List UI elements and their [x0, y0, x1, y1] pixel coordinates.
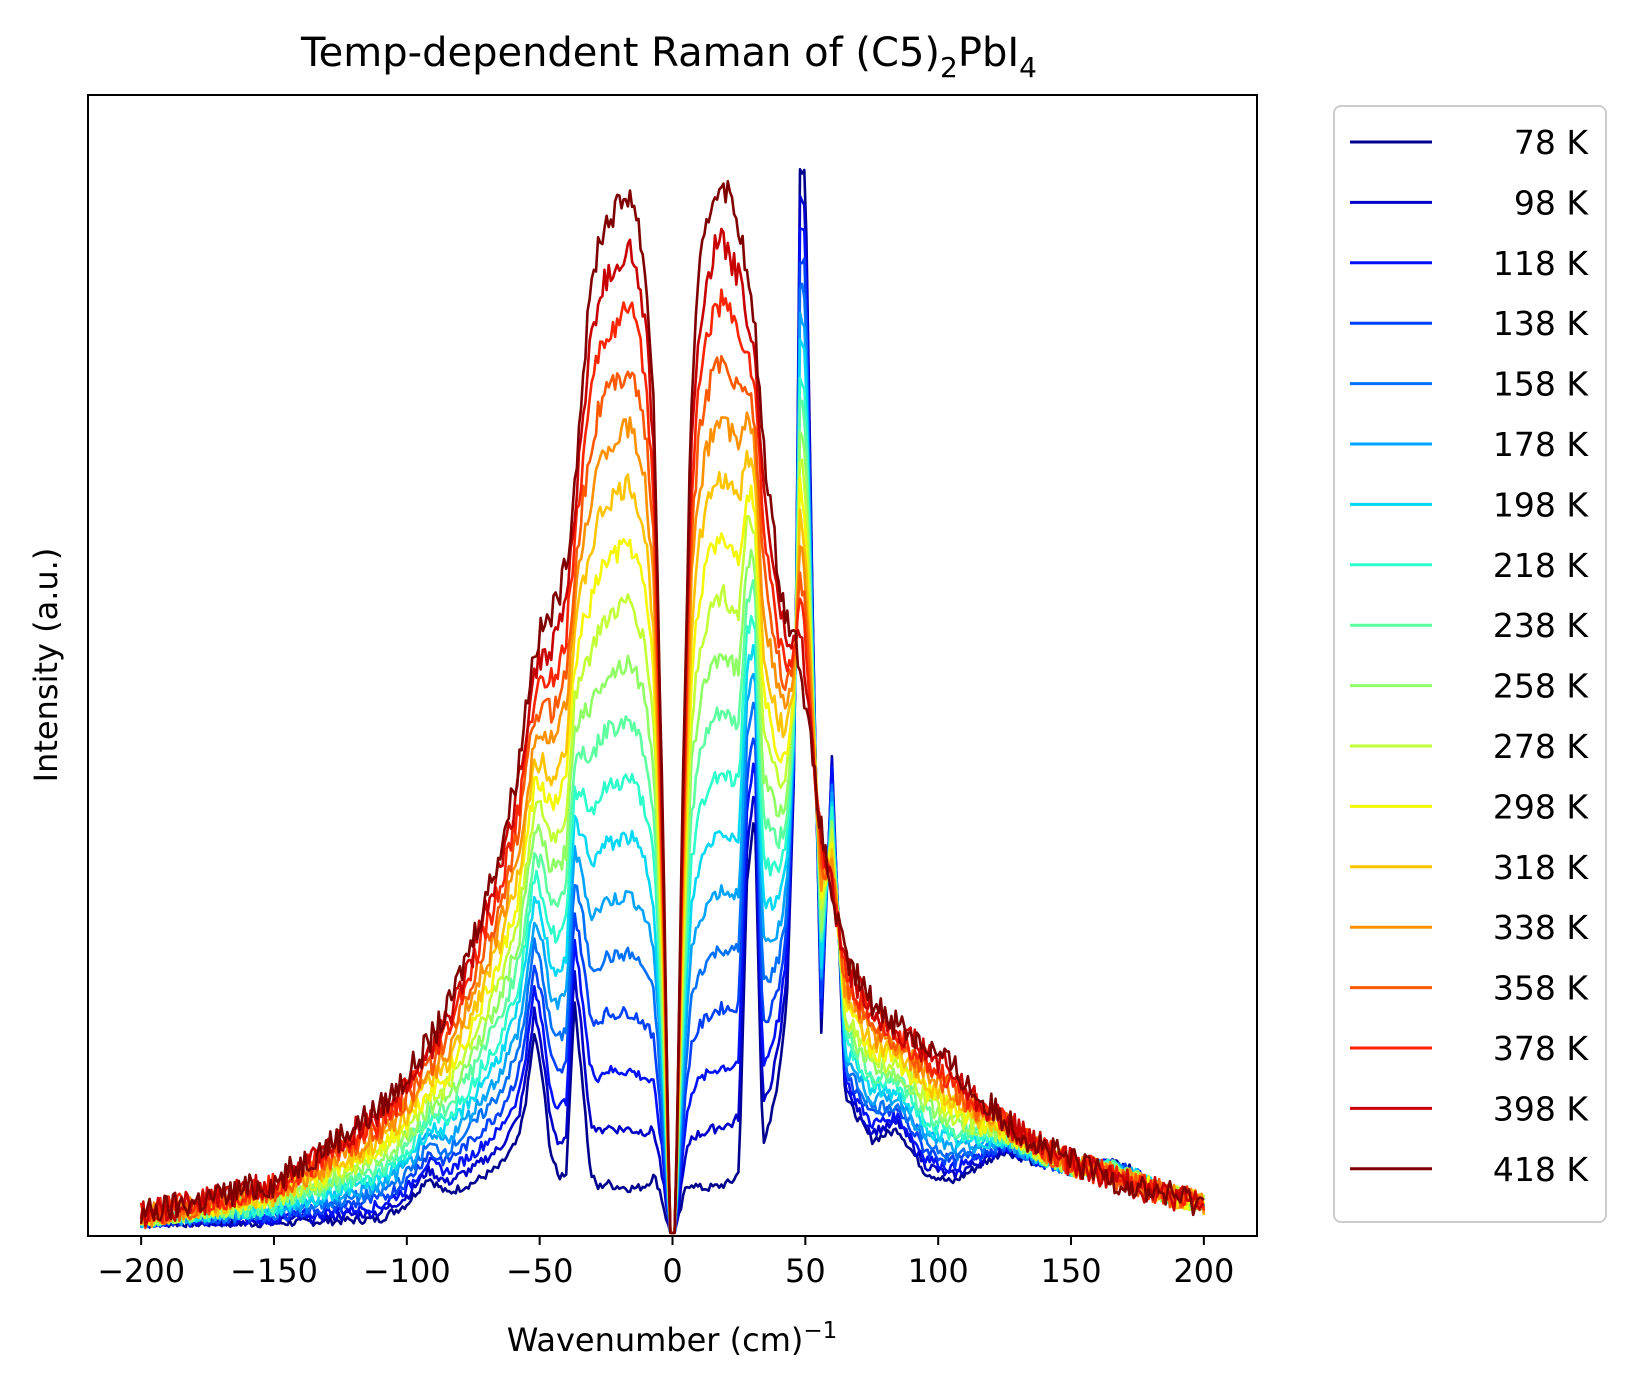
- legend-label-298k: 298 K: [1493, 787, 1589, 826]
- legend-label-398k: 398 K: [1493, 1089, 1589, 1128]
- x-tick-label: 200: [1173, 1252, 1234, 1290]
- series-line-158k: [139, 282, 1205, 1235]
- series-line-318k: [139, 449, 1206, 1235]
- x-tick-label: 100: [908, 1252, 969, 1290]
- legend-label-278k: 278 K: [1493, 727, 1589, 766]
- legend-label-158k: 158 K: [1493, 365, 1589, 404]
- series-line-118k: [140, 227, 1205, 1235]
- legend-label-198k: 198 K: [1493, 485, 1589, 524]
- legend-label-218k: 218 K: [1493, 546, 1589, 585]
- series-line-138k: [139, 257, 1206, 1235]
- series-line-78k: [140, 168, 1205, 1235]
- series-line-278k: [139, 458, 1206, 1235]
- series-line-338k: [139, 411, 1206, 1235]
- series-line-398k: [139, 227, 1205, 1235]
- legend-label-358k: 358 K: [1493, 969, 1589, 1008]
- plot-frame: [87, 94, 1258, 1237]
- legend: 78 K 98 K 118 K 138 K 158 K 178 K 198 K 218 K 23…: [1333, 105, 1607, 1223]
- chart-title: Temp-dependent Raman of (C5)2PbI4: [300, 30, 1037, 84]
- x-tick-label: −100: [363, 1252, 451, 1290]
- legend-label-98k: 98 K: [1514, 183, 1589, 222]
- series-line-258k: [141, 430, 1205, 1235]
- series-line-418k: [139, 180, 1205, 1235]
- legend-label-118k: 118 K: [1493, 244, 1589, 283]
- series-line-198k: [140, 338, 1205, 1235]
- legend-label-178k: 178 K: [1493, 425, 1589, 464]
- x-tick-label: −50: [506, 1252, 574, 1290]
- x-axis-label: Wavenumber (cm)−1: [507, 1318, 838, 1359]
- legend-label-338k: 338 K: [1493, 908, 1589, 947]
- x-tick-label: 0: [662, 1252, 682, 1290]
- legend-label-258k: 258 K: [1493, 667, 1589, 706]
- legend-label-78k: 78 K: [1514, 123, 1589, 162]
- series-line-218k: [140, 376, 1206, 1235]
- series-group: [139, 168, 1206, 1235]
- series-line-298k: [139, 476, 1206, 1235]
- series-line-378k: [139, 288, 1206, 1235]
- x-tick-label: 50: [785, 1252, 826, 1290]
- series-line-98k: [140, 194, 1206, 1235]
- legend-label-318k: 318 K: [1493, 848, 1589, 887]
- legend-label-378k: 378 K: [1493, 1029, 1589, 1068]
- legend-label-238k: 238 K: [1493, 606, 1589, 645]
- legend-label-138k: 138 K: [1493, 304, 1589, 343]
- x-tick-label: 150: [1040, 1252, 1101, 1290]
- legend-label-418k: 418 K: [1493, 1150, 1589, 1189]
- series-line-238k: [139, 399, 1205, 1235]
- series-line-178k: [140, 311, 1206, 1235]
- x-tick-label: −200: [97, 1252, 185, 1290]
- x-axis-ticks: −200 −150 −100 −50 0 50 100 150 200: [97, 1236, 1234, 1290]
- series-line-358k: [139, 354, 1206, 1235]
- x-tick-label: −150: [230, 1252, 318, 1290]
- y-axis-label: Intensity (a.u.): [27, 548, 65, 783]
